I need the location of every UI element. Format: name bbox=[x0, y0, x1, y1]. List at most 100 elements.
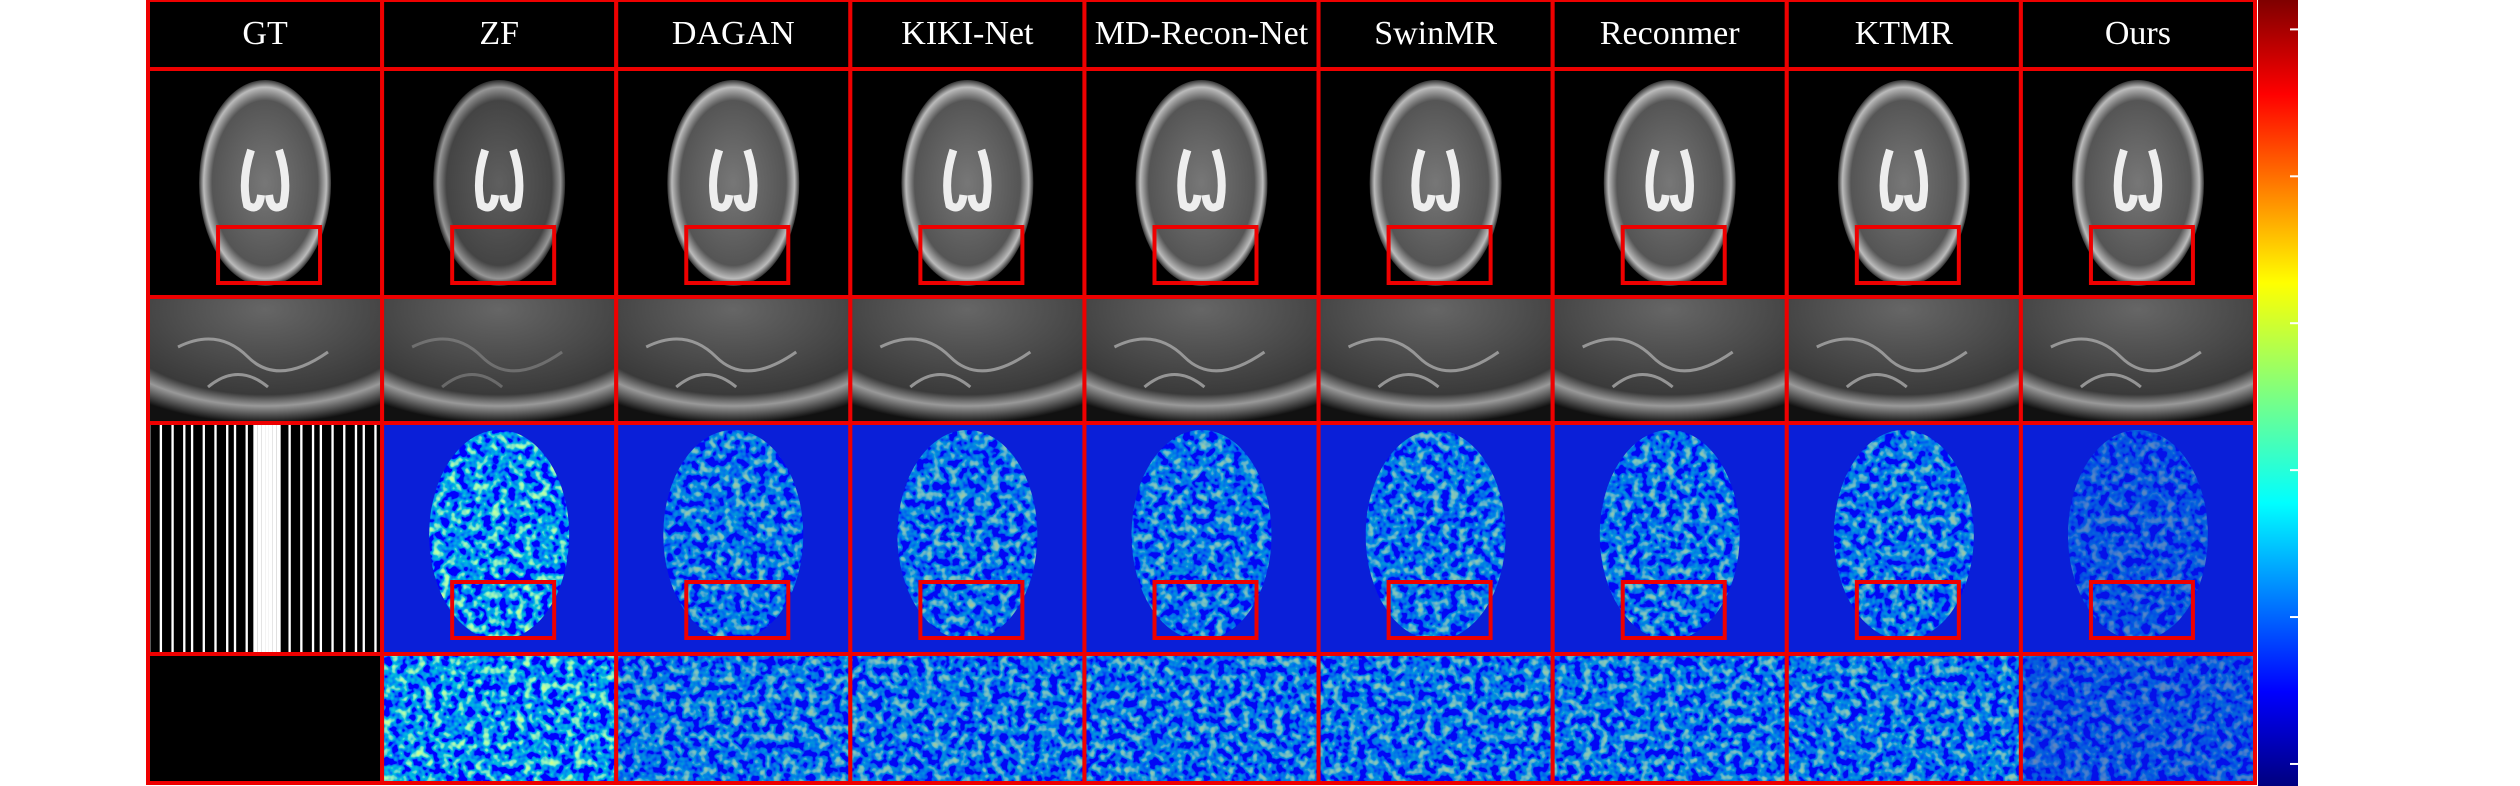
header-cell bbox=[616, 0, 851, 69]
zoom-detail bbox=[177, 337, 329, 389]
mask-line bbox=[159, 423, 163, 654]
header-cell bbox=[2020, 0, 2255, 69]
ventricles bbox=[240, 148, 290, 212]
mask-line bbox=[171, 423, 174, 654]
mask-line bbox=[190, 423, 194, 654]
mask-line bbox=[245, 423, 248, 654]
mask-line bbox=[257, 423, 262, 654]
error-zoom bbox=[1084, 654, 1319, 783]
ventricles bbox=[1411, 148, 1460, 212]
inset-box bbox=[684, 580, 791, 640]
zoom-image bbox=[850, 297, 1085, 423]
inset-box bbox=[2088, 580, 2195, 640]
mask-line bbox=[374, 423, 377, 654]
inset-box bbox=[450, 225, 557, 285]
mask-line bbox=[268, 423, 273, 654]
ventricles bbox=[943, 148, 992, 212]
brain-image bbox=[1837, 80, 1970, 286]
brain-image bbox=[667, 80, 800, 286]
zoom-image bbox=[1552, 297, 1787, 423]
zoom-detail bbox=[1113, 337, 1266, 389]
ventricles bbox=[1645, 148, 1694, 212]
mask-line bbox=[265, 423, 269, 654]
ventricles bbox=[709, 148, 758, 212]
brain-image bbox=[433, 80, 566, 286]
inset-box bbox=[216, 225, 323, 285]
ventricles bbox=[474, 148, 524, 212]
brain-image bbox=[1603, 80, 1736, 286]
colorbar-label: 0.06 bbox=[2310, 302, 2366, 338]
brain-image bbox=[2071, 80, 2204, 286]
brain-image bbox=[1369, 80, 1502, 286]
empty-cell bbox=[148, 654, 383, 783]
mask-line bbox=[183, 423, 186, 654]
inset-box bbox=[1152, 225, 1259, 285]
brain-image bbox=[1135, 80, 1268, 286]
inset-box bbox=[684, 225, 791, 285]
mask-line bbox=[253, 423, 258, 654]
zoom-image bbox=[1084, 297, 1319, 423]
zoom-detail bbox=[2050, 337, 2202, 389]
zoom-image bbox=[148, 297, 383, 423]
zoom-detail bbox=[645, 337, 798, 389]
zoom-image bbox=[1318, 297, 1553, 423]
brain-image bbox=[199, 80, 332, 286]
header-cell bbox=[850, 0, 1085, 69]
mask-line bbox=[300, 423, 303, 654]
ventricles bbox=[2113, 148, 2163, 212]
cell-border bbox=[2018, 652, 2258, 785]
zoom-detail bbox=[879, 337, 1032, 389]
header-cell bbox=[1084, 0, 1319, 69]
colorbar-label: 0 bbox=[2310, 742, 2326, 778]
header-cell bbox=[1552, 0, 1787, 69]
zoom-detail bbox=[1347, 337, 1500, 389]
colorbar-label: 0.04 bbox=[2310, 448, 2366, 484]
inset-box bbox=[1854, 225, 1961, 285]
header-cell bbox=[382, 0, 617, 69]
inset-box bbox=[918, 225, 1025, 285]
error-zoom bbox=[1786, 654, 2021, 783]
inset-box bbox=[1386, 225, 1493, 285]
header-cell bbox=[148, 0, 383, 69]
mask-line bbox=[276, 423, 281, 654]
zoom-image bbox=[382, 297, 617, 423]
inset-box bbox=[450, 580, 557, 640]
zoom-detail bbox=[1816, 337, 1968, 389]
column-title: MD-Recon-Net bbox=[1095, 15, 1309, 52]
error-zoom bbox=[1552, 654, 1787, 783]
zoom-image bbox=[1786, 297, 2021, 423]
zoom-image bbox=[616, 297, 851, 423]
column-title: ZF bbox=[479, 15, 519, 52]
column-title: KIKI-Net bbox=[901, 15, 1034, 52]
mask-line bbox=[233, 423, 237, 654]
brain-image bbox=[901, 80, 1034, 286]
column-title: KTMR bbox=[1855, 15, 1954, 52]
zoom-image bbox=[2020, 297, 2255, 423]
inset-box bbox=[2088, 225, 2195, 285]
mask-line bbox=[272, 423, 277, 654]
mask-line bbox=[202, 423, 205, 654]
column-title: SwinMR bbox=[1374, 15, 1497, 52]
colorbar-label: 0.02 bbox=[2310, 595, 2366, 631]
inset-box bbox=[1386, 580, 1493, 640]
mask-line bbox=[226, 423, 229, 654]
error-zoom bbox=[382, 654, 617, 783]
column-title: GT bbox=[242, 15, 288, 52]
error-zoom bbox=[616, 654, 851, 783]
mask-line bbox=[354, 423, 358, 654]
inset-box bbox=[1152, 580, 1259, 640]
ventricles bbox=[1177, 148, 1226, 212]
column-title: Ours bbox=[2105, 15, 2171, 52]
error-zoom bbox=[850, 654, 1085, 783]
colorbar bbox=[2258, 0, 2298, 786]
mask-line bbox=[343, 423, 346, 654]
colorbar-label: 0.10 bbox=[2310, 8, 2366, 44]
mask-line bbox=[288, 423, 291, 654]
column-title: DAGAN bbox=[672, 15, 795, 52]
header-cell bbox=[1786, 0, 2021, 69]
inset-box bbox=[1620, 225, 1727, 285]
error-zoom bbox=[2020, 654, 2255, 783]
error-zoom bbox=[1318, 654, 1553, 783]
mask-line bbox=[261, 423, 266, 654]
mask-line bbox=[319, 423, 323, 654]
